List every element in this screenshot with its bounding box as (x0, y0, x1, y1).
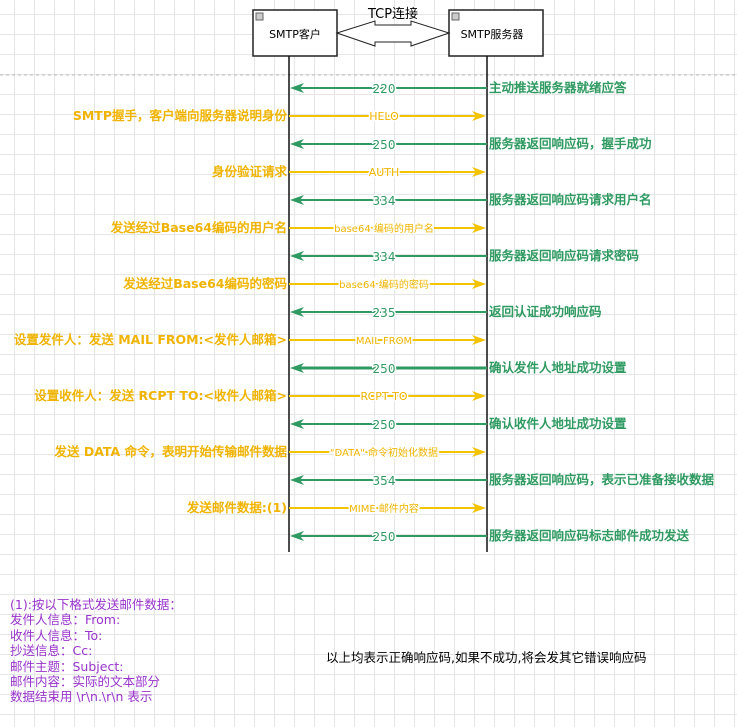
message-note: 发送经过Base64编码的用户名 (110, 220, 287, 235)
message-label: 250 (373, 362, 396, 376)
message-label: base64 编码的用户名 (334, 222, 434, 235)
participant-client[interactable]: SMTP客户 (252, 9, 338, 57)
message-note: 服务器返回响应码，表示已准备接收数据 (489, 472, 715, 487)
message-5[interactable]: base64 编码的用户名 发送经过Base64编码的用户名 (110, 220, 486, 237)
summary-text: 以上均表示正确响应码,如果不成功,将会发其它错误响应码 (326, 650, 647, 665)
message-label: "DATA" 命令初始化数据 (330, 446, 438, 459)
message-3[interactable]: AUTH 身份验证请求 (212, 164, 486, 181)
message-note: 身份验证请求 (212, 164, 288, 179)
message-0[interactable]: 220 主动推送服务器就绪应答 (290, 80, 627, 98)
arrowhead-icon (472, 391, 486, 401)
message-7[interactable]: base64 编码的密码 发送经过Base64编码的密码 (122, 276, 486, 293)
message-note: 发送邮件数据:(1) (186, 500, 287, 515)
message-label: 250 (373, 418, 396, 432)
message-label: AUTH (369, 166, 400, 179)
footnote-line: 数据结束用 \r\n.\r\n 表示 (10, 689, 153, 705)
message-16[interactable]: 250 服务器返回响应码标志邮件成功发送 (290, 528, 690, 546)
arrowhead-icon (472, 335, 486, 345)
footnote: (1):按以下格式发送邮件数据： 发件人信息：From: 收件人信息：To: 抄送信息… (10, 597, 182, 705)
message-note: 返回认证成功响应码 (489, 304, 602, 319)
message-6[interactable]: 334 服务器返回响应码请求密码 (290, 248, 639, 266)
footnote-line: 邮件主题：Subject: (10, 658, 124, 674)
footnote-line: 抄送信息：Cc: (10, 643, 93, 659)
arrowhead-icon (290, 475, 304, 485)
collapse-icon[interactable] (451, 12, 460, 21)
message-note: 服务器返回响应码，握手成功 (489, 136, 652, 151)
footnote-line: 发件人信息：From: (10, 612, 121, 628)
message-1[interactable]: HELO SMTP握手，客户端向服务器说明身份 (73, 108, 486, 125)
message-13[interactable]: "DATA" 命令初始化数据 发送 DATA 命令，表明开始传输邮件数据 (53, 444, 486, 461)
arrowhead-icon (472, 503, 486, 513)
participant-server[interactable]: SMTP服务器 (448, 9, 544, 57)
arrowhead-icon (290, 251, 304, 261)
tcp-connection-label: TCP连接 (367, 6, 418, 22)
message-label: MIME 邮件内容 (349, 502, 419, 515)
participant-client-label: SMTP客户 (269, 27, 321, 41)
message-label: 220 (373, 82, 396, 96)
footnote-line: (1):按以下格式发送邮件数据： (10, 597, 182, 612)
tcp-connection-arrow (335, 20, 451, 47)
message-14[interactable]: 354 服务器返回响应码，表示已准备接收数据 (290, 472, 715, 490)
message-note: 确认收件人地址成功设置 (489, 416, 627, 431)
message-label: 334 (373, 194, 396, 208)
arrowhead-icon (290, 363, 304, 373)
message-label: base64 编码的密码 (339, 278, 429, 291)
message-note: 设置发件人：发送 MAIL FROM:<发件人邮箱> (14, 332, 287, 347)
arrowhead-icon (290, 419, 304, 429)
message-4[interactable]: 334 服务器返回响应码请求用户名 (290, 192, 652, 210)
message-label: MAIL FROM (356, 336, 412, 347)
arrowhead-icon (290, 195, 304, 205)
message-11[interactable]: RCPT TO 设置收件人：发送 RCPT TO:<收件人邮箱> (34, 388, 486, 405)
message-note: SMTP握手，客户端向服务器说明身份 (73, 108, 288, 123)
message-label: RCPT TO (360, 390, 407, 403)
message-label: 235 (373, 306, 396, 320)
message-label: 250 (373, 530, 396, 544)
arrowhead-icon (472, 279, 486, 289)
arrowhead-icon (472, 111, 486, 121)
footnote-line: 收件人信息：To: (10, 627, 103, 643)
message-9[interactable]: MAIL FROM 设置发件人：发送 MAIL FROM:<发件人邮箱> (14, 332, 486, 349)
message-note: 服务器返回响应码请求用户名 (489, 192, 652, 207)
arrowhead-icon (290, 139, 304, 149)
message-8[interactable]: 235 返回认证成功响应码 (290, 304, 602, 322)
message-label: 250 (373, 138, 396, 152)
message-label: HELO (369, 110, 399, 123)
message-note: 发送经过Base64编码的密码 (122, 276, 287, 291)
message-10[interactable]: 250 确认发件人地址成功设置 (290, 360, 627, 378)
participant-server-label: SMTP服务器 (461, 28, 524, 41)
arrowhead-icon (290, 307, 304, 317)
message-note: 设置收件人：发送 RCPT TO:<收件人邮箱> (34, 388, 287, 403)
message-note: 服务器返回响应码标志邮件成功发送 (489, 528, 690, 543)
arrowhead-icon (290, 83, 304, 93)
arrowhead-icon (472, 447, 486, 457)
message-2[interactable]: 250 服务器返回响应码，握手成功 (290, 136, 652, 154)
arrowhead-icon (472, 223, 486, 233)
collapse-icon[interactable] (255, 12, 264, 21)
message-note: 服务器返回响应码请求密码 (489, 248, 639, 263)
arrowhead-icon (290, 531, 304, 541)
arrowhead-icon (472, 167, 486, 177)
message-note: 主动推送服务器就绪应答 (489, 80, 627, 95)
message-15[interactable]: MIME 邮件内容 发送邮件数据:(1) (186, 500, 486, 517)
message-label: 334 (373, 250, 396, 264)
message-note: 确认发件人地址成功设置 (489, 360, 627, 375)
message-12[interactable]: 250 确认收件人地址成功设置 (290, 416, 627, 434)
footnote-line: 邮件内容：实际的文本部分 (10, 674, 161, 690)
message-note: 发送 DATA 命令，表明开始传输邮件数据 (53, 444, 287, 459)
message-label: 354 (373, 474, 396, 488)
